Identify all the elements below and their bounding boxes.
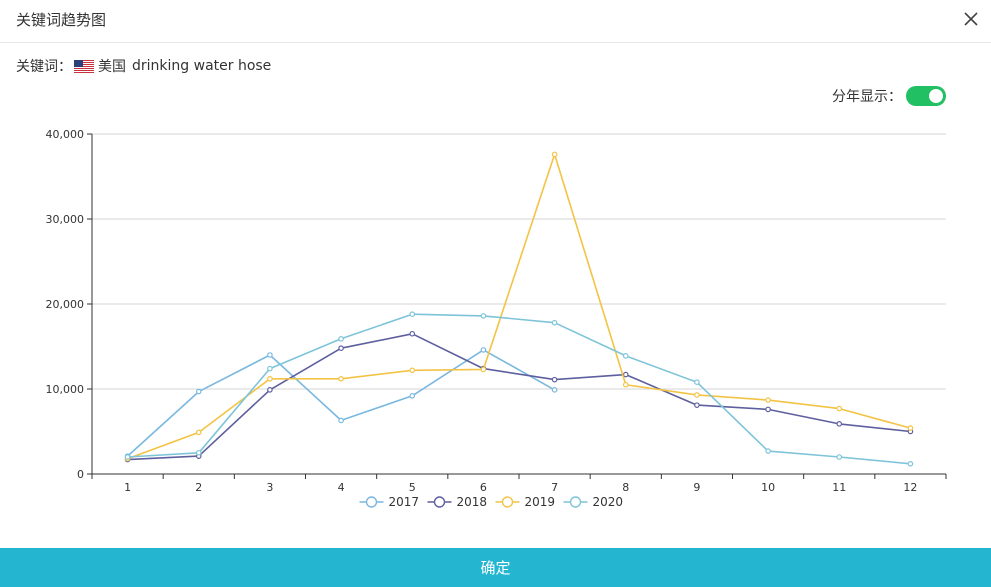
- data-point: [765, 406, 771, 413]
- legend-marker: [365, 496, 378, 508]
- data-point: [622, 353, 629, 359]
- legend-label: 2020: [593, 495, 624, 509]
- data-point: [338, 417, 344, 424]
- x-tick-label: 4: [338, 481, 345, 494]
- data-point: [765, 397, 771, 403]
- data-point: [836, 421, 843, 427]
- data-point: [622, 381, 629, 388]
- data-point: [694, 402, 700, 408]
- data-point: [338, 345, 344, 352]
- legend-label: 2019: [525, 495, 556, 509]
- close-icon[interactable]: [958, 6, 984, 32]
- data-point: [907, 425, 914, 431]
- data-point: [195, 449, 202, 456]
- data-point: [551, 151, 558, 158]
- data-point: [694, 392, 700, 398]
- data-point: [409, 367, 416, 374]
- x-tick-label: 7: [551, 481, 558, 494]
- data-point: [409, 392, 416, 399]
- x-tick-label: 10: [761, 481, 775, 494]
- data-point: [124, 454, 131, 460]
- series-line-2017: [127, 349, 555, 457]
- keyword-country: 美国: [98, 59, 126, 75]
- series-2017: [124, 347, 558, 459]
- legend-marker: [501, 496, 514, 508]
- data-point: [267, 365, 273, 372]
- data-point: [836, 405, 843, 412]
- legend-item-2017[interactable]: 2017: [359, 495, 420, 509]
- legend-marker: [433, 496, 446, 508]
- data-point: [836, 454, 843, 460]
- data-point: [267, 375, 273, 382]
- data-point: [551, 376, 558, 383]
- data-point: [409, 330, 416, 337]
- data-point: [622, 371, 629, 378]
- data-point: [907, 460, 914, 467]
- y-tick-label: 0: [77, 468, 84, 481]
- x-tick-label: 8: [622, 481, 629, 494]
- data-point: [409, 311, 416, 318]
- dialog-title: 关键词趋势图: [16, 11, 107, 29]
- toggle-label: 分年显示：: [832, 89, 902, 105]
- confirm-button[interactable]: 确定: [0, 548, 991, 587]
- x-tick-label: 5: [409, 481, 416, 494]
- yearly-display-toggle[interactable]: [906, 86, 946, 106]
- legend-item-2019[interactable]: 2019: [495, 495, 556, 509]
- series-line-2018: [127, 333, 911, 461]
- toggle-knob: [929, 89, 943, 103]
- series-line-2020: [127, 313, 911, 465]
- legend-label: 2017: [389, 495, 420, 509]
- y-tick-label: 40,000: [46, 128, 85, 141]
- legend-item-2018[interactable]: 2018: [427, 495, 488, 509]
- x-tick-label: 1: [124, 481, 131, 494]
- confirm-label: 确定: [480, 559, 511, 577]
- x-tick-label: 9: [693, 481, 700, 494]
- x-tick-label: 12: [903, 481, 917, 494]
- data-point: [267, 352, 273, 358]
- x-tick-label: 3: [266, 481, 273, 494]
- data-point: [480, 313, 487, 319]
- x-tick-label: 2: [195, 481, 202, 494]
- data-point: [195, 429, 202, 436]
- us-flag-icon: [74, 59, 94, 73]
- legend-item-2020[interactable]: 2020: [563, 495, 624, 509]
- legend-label: 2018: [457, 495, 488, 509]
- legend-marker: [569, 496, 582, 508]
- y-tick-label: 30,000: [46, 213, 85, 226]
- data-point: [551, 387, 558, 393]
- keyword-label: 关键词：: [16, 59, 72, 75]
- data-point: [195, 388, 202, 395]
- data-point: [480, 366, 487, 373]
- data-point: [338, 375, 344, 382]
- data-point: [765, 448, 771, 454]
- dialog-header: 关键词趋势图: [0, 0, 991, 43]
- keyword-term: drinking water hose: [132, 58, 272, 74]
- y-tick-label: 20,000: [46, 298, 85, 311]
- x-tick-label: 11: [832, 481, 846, 494]
- data-point: [338, 336, 344, 342]
- data-point: [551, 319, 558, 326]
- data-point: [694, 379, 700, 386]
- data-point: [267, 387, 273, 393]
- x-tick-label: 6: [480, 481, 487, 494]
- series-2018: [124, 330, 914, 463]
- y-tick-label: 10,000: [46, 383, 85, 396]
- yearly-toggle-row: 分年显示：: [832, 86, 946, 106]
- series-2020: [124, 311, 914, 467]
- data-point: [480, 347, 487, 353]
- keyword-row: 关键词： 美国 drinking water hose: [16, 56, 271, 76]
- series-line-2019: [127, 153, 911, 460]
